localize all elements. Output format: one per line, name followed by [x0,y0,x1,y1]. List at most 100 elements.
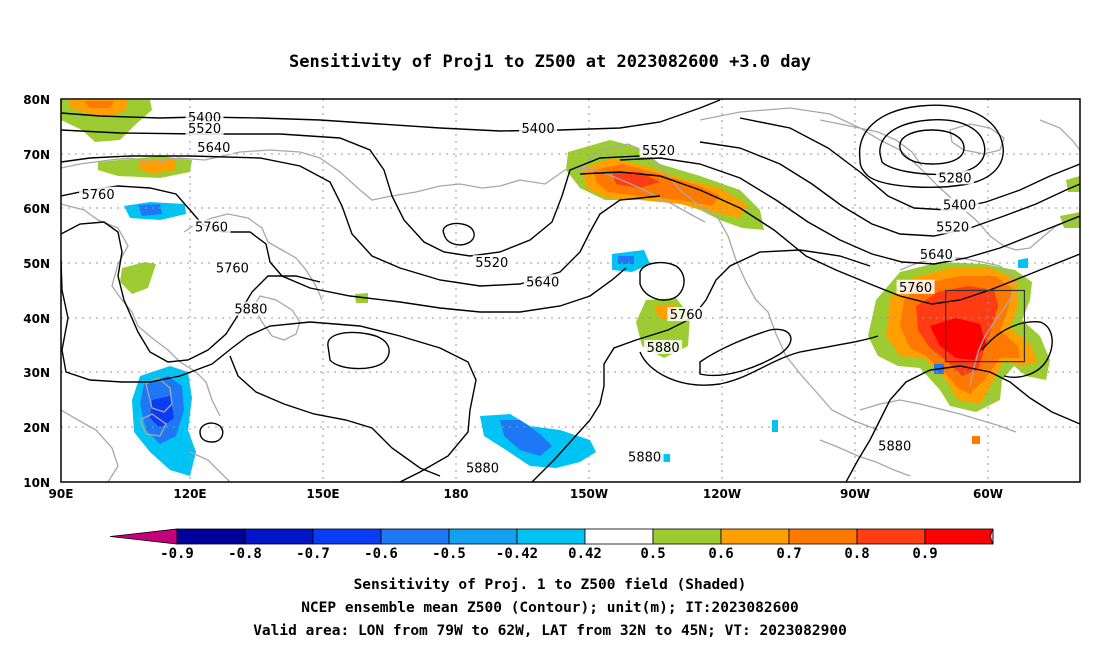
shade-positive [972,436,980,444]
coastline [819,439,911,477]
contour-5880-south [639,335,879,386]
colorbar-label: 0.5 [640,546,665,562]
coastline [949,123,1005,155]
contour-label: 5520 [188,122,221,137]
colorbar-label: -0.6 [364,546,398,562]
colorbar-swatch [244,528,314,545]
coastline [61,149,706,223]
contour-label-background [194,140,233,155]
contour-label: 5760 [670,308,703,323]
contour-label-background [472,255,511,270]
contour-label: 5640 [526,275,559,290]
caption-line-2: NCEP ensemble mean Z500 (Contour); unit(… [301,600,799,616]
colorbar-swatch [176,528,246,545]
contour-5760-west [61,185,627,313]
shade-negative [1018,258,1028,268]
contour-5880-low [199,422,224,443]
shade-negative [500,420,552,456]
contour-label: 5640 [197,141,230,156]
lon-tick-label: 120W [703,487,741,501]
latitude-axis: 80N 70N 60N 50N 40N 30N 20N 10N [23,93,50,490]
colorbar-label: -0.42 [496,546,538,562]
shade-negative [138,204,162,216]
contour-label: 5760 [216,262,249,277]
contour-label: 5880 [234,303,267,318]
contour-label-background [213,260,252,275]
shade-positive [612,172,660,188]
contour-label-background [940,197,979,212]
coastline [859,399,1017,433]
colorbar-label: -0.9 [160,546,194,562]
contour-label-background [192,219,231,234]
contour-label-background [519,121,558,136]
coastline [139,413,167,437]
colorbar-label: 0.42 [568,546,602,562]
map-area: 5400 5520 5640 5760 5760 5760 5880 5400 5520 5640… [61,99,1080,482]
contour-label: 5640 [920,248,953,263]
lon-tick-label: 180 [443,487,468,501]
contour-labels: 5400 5520 5640 5760 5760 5760 5880 5400 5520 5640… [79,110,979,476]
map-frame [60,98,1081,483]
colorbar-swatch [516,528,586,545]
contour-label-background [875,438,914,453]
contour-label-background [231,301,270,316]
contour-5760-closed [639,261,685,301]
longitude-axis: 90E 120E 150E 180 150W 120W 90W 60W [49,487,1003,501]
contour-5880-mid [531,249,871,482]
contour-label-background [933,219,972,234]
shade-negative [772,420,778,432]
contour-label: 5520 [642,144,675,159]
contour-label-background [917,246,956,261]
contour-label: 5880 [466,461,499,476]
colorbar-swatch [788,528,858,545]
colorbar-label: -0.5 [432,546,466,562]
colorbar-arrow-high [989,528,994,545]
contour-5640 [61,155,661,287]
shade-positive [120,262,156,294]
lon-tick-label: 150W [570,487,608,501]
contour-label: 5520 [475,256,508,271]
contour-label-background [185,110,224,125]
contour-label-background [463,460,502,475]
lon-tick-label: 60W [973,487,1003,501]
lat-tick-label: 60N [23,202,50,216]
contour-5280-outer [858,104,1004,188]
contour-5880-closed [327,331,390,370]
caption-line-1: Sensitivity of Proj. 1 to Z500 field (Sh… [354,577,747,593]
colorbar-label: 0.8 [844,546,869,562]
colorbar-label: -0.8 [228,546,262,562]
contour-label-background [667,307,706,322]
lon-tick-label: 120E [173,487,206,501]
contour-5880-east [229,355,441,477]
colorbar-label: 0.6 [708,546,733,562]
shade-negative [618,256,634,264]
colorbar-label: 0.7 [776,546,801,562]
coastline [819,119,923,167]
colorbar-swatch [924,528,994,545]
colorbar-label: 0.9 [912,546,937,562]
shade-positive [70,100,128,117]
contour-label-background [523,274,562,289]
contour-5400-east [739,117,1080,211]
contour-label-background [935,170,974,185]
caption-line-3: Valid area: LON from 79W to 62W, LAT fro… [253,623,847,639]
coastline [145,377,173,413]
lat-tick-label: 10N [23,476,50,490]
contour-label: 5880 [628,450,661,465]
contour-5520-east [699,141,1080,237]
contour-label: 5400 [943,199,976,214]
contour-5640-east [619,157,1080,265]
contour-label-background [185,121,224,136]
coastline [189,451,231,482]
contour-label: 5400 [522,122,555,137]
lon-tick-label: 150E [306,487,339,501]
lat-tick-label: 30N [23,366,50,380]
lat-tick-label: 20N [23,421,50,435]
valid-area-box [945,289,1026,363]
contour-5880-trough [699,328,792,377]
contour-5280-mid [879,119,986,176]
contour-5760-east [579,171,1080,305]
lon-tick-label: 90W [840,487,870,501]
contour-5880-atlantic [845,365,1080,482]
